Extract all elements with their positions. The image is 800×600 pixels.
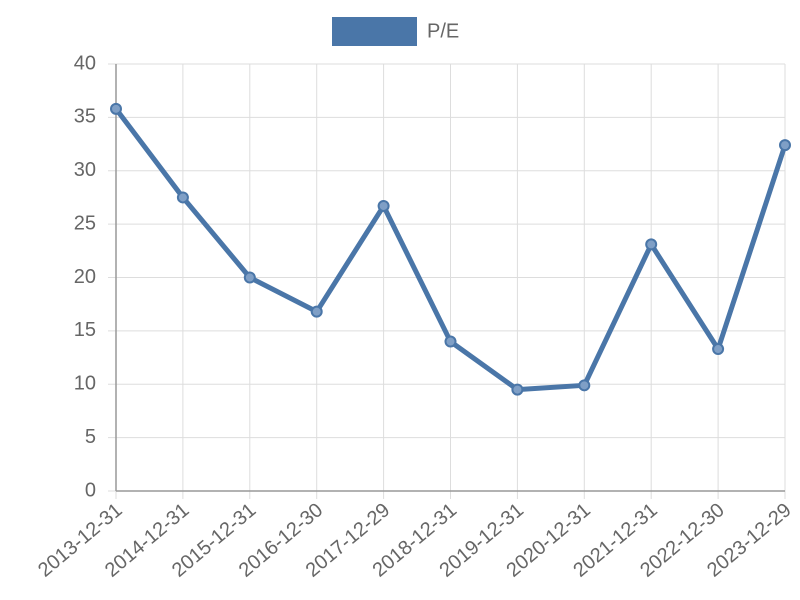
y-tick-label: 40	[74, 52, 96, 74]
data-point	[511, 383, 524, 396]
data-point	[310, 305, 323, 318]
data-point	[243, 271, 256, 284]
data-point	[779, 139, 791, 152]
y-tick-label: 10	[74, 373, 96, 395]
legend-label: P/E	[427, 20, 459, 42]
legend-swatch	[332, 17, 417, 46]
data-point	[176, 191, 189, 204]
y-tick-label: 15	[74, 319, 96, 341]
y-tick-label: 5	[85, 426, 96, 448]
data-point	[578, 379, 591, 392]
data-point	[377, 199, 390, 212]
y-tick-label: 30	[74, 159, 96, 181]
y-tick-label: 20	[74, 266, 96, 288]
data-point	[645, 238, 658, 251]
data-point	[712, 343, 725, 356]
y-tick-label: 25	[74, 212, 96, 234]
y-tick-label: 35	[74, 106, 96, 128]
data-point	[444, 335, 457, 348]
y-tick-label: 0	[85, 479, 96, 501]
data-point	[110, 102, 122, 115]
